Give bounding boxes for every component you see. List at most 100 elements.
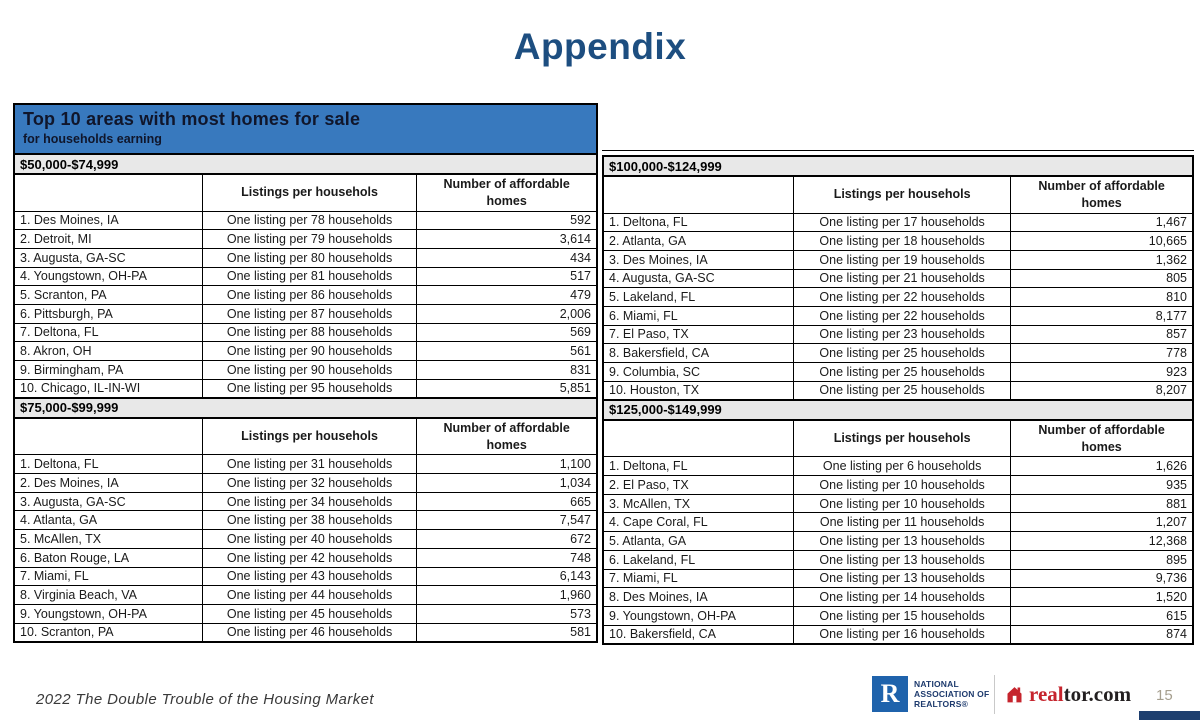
listings-cell: One listing per 90 households (201, 341, 418, 361)
area-cell: 9. Birmingham, PA (13, 360, 203, 380)
homes-cell: 5,851 (416, 378, 598, 399)
area-cell: 9. Columbia, SC (602, 362, 795, 382)
table-row: 4. Youngstown, OH-PA One listing per 81 h… (13, 266, 598, 287)
listings-cell: One listing per 13 households (793, 531, 1012, 551)
table-row: 3. Augusta, GA-SC One listing per 80 hous… (13, 247, 598, 268)
homes-cell: 434 (416, 247, 598, 268)
area-cell: 4. Augusta, GA-SC (602, 268, 795, 289)
area-cell: 9. Youngstown, OH-PA (13, 603, 203, 624)
homes-cell: 573 (416, 603, 598, 624)
homes-cell: 1,207 (1010, 512, 1194, 533)
table-group-header: Top 10 areas with most homes for sale fo… (13, 103, 598, 155)
homes-cell: 3,614 (416, 229, 598, 249)
listings-cell: One listing per 95 households (201, 378, 418, 399)
area-cell: 5. Scranton, PA (13, 285, 203, 305)
area-cell: 3. McAllen, TX (602, 493, 795, 514)
area-cell: 4. Youngstown, OH-PA (13, 266, 203, 287)
table-row: 10. Scranton, PA One listing per 46 house… (13, 622, 598, 643)
homes-column-header: Number of affordable homes (416, 173, 598, 212)
homes-cell: 12,368 (1010, 531, 1194, 551)
area-cell: 5. Lakeland, FL (602, 287, 795, 307)
table-row: 1. Des Moines, IA One listing per 78 hous… (13, 210, 598, 231)
listings-cell: One listing per 21 households (793, 268, 1012, 289)
listings-cell: One listing per 31 households (201, 454, 418, 475)
listings-cell: One listing per 23 households (793, 324, 1012, 345)
listings-cell: One listing per 22 households (793, 287, 1012, 307)
homes-cell: 561 (416, 341, 598, 361)
homes-cell: 935 (1010, 475, 1194, 495)
listings-cell: One listing per 15 households (793, 605, 1012, 626)
column-header-row: Listings per househols Number of affordab… (602, 419, 1194, 458)
area-cell: 10. Houston, TX (602, 380, 795, 401)
table-row: 3. Des Moines, IA One listing per 19 hous… (602, 249, 1194, 270)
listings-cell: One listing per 40 households (201, 529, 418, 549)
table-row: 4. Cape Coral, FL One listing per 11 hous… (602, 512, 1194, 533)
homes-cell: 923 (1010, 362, 1194, 382)
listings-cell: One listing per 18 households (793, 231, 1012, 251)
table-row: 1. Deltona, FL One listing per 31 househo… (13, 454, 598, 475)
listings-cell: One listing per 34 households (201, 491, 418, 512)
listings-column-header: Listings per househols (201, 417, 418, 456)
listings-column-header: Listings per househols (201, 173, 418, 212)
area-cell: 3. Des Moines, IA (602, 249, 795, 270)
listings-cell: One listing per 16 households (793, 624, 1012, 645)
homes-cell: 672 (416, 529, 598, 549)
footer-source-text: 2022 The Double Trouble of the Housing M… (36, 691, 374, 708)
homes-cell: 748 (416, 547, 598, 568)
realtor-com-logo: realtor.com (1004, 682, 1131, 707)
area-cell: 9. Youngstown, OH-PA (602, 605, 795, 626)
table-row: 4. Atlanta, GA One listing per 38 househo… (13, 510, 598, 531)
listings-cell: One listing per 11 households (793, 512, 1012, 533)
income-band-75k: $75,000-$99,999 (13, 396, 598, 417)
area-cell: 3. Augusta, GA-SC (13, 247, 203, 268)
column-header-row: Listings per househols Number of affordab… (13, 173, 598, 212)
table-row: 9. Youngstown, OH-PA One listing per 15 h… (602, 605, 1194, 626)
homes-cell: 6,143 (416, 566, 598, 587)
area-cell: 6. Lakeland, FL (602, 549, 795, 570)
table-row: 2. Des Moines, IA One listing per 32 hous… (13, 473, 598, 493)
table-100k-124k: Listings per househols Number of affordab… (602, 175, 1194, 401)
table-row: 3. Augusta, GA-SC One listing per 34 hous… (13, 491, 598, 512)
table-125k-149k: Listings per househols Number of affordab… (602, 418, 1194, 645)
homes-cell: 1,467 (1010, 212, 1194, 233)
listings-cell: One listing per 43 households (201, 566, 418, 587)
homes-cell: 9,736 (1010, 568, 1194, 589)
listings-cell: One listing per 90 households (201, 360, 418, 380)
nar-logo-line2: ASSOCIATION OF (914, 688, 990, 699)
area-cell: 10. Scranton, PA (13, 622, 203, 643)
homes-cell: 7,547 (416, 510, 598, 531)
homes-cell: 1,520 (1010, 587, 1194, 607)
listings-cell: One listing per 44 households (201, 585, 418, 605)
listings-cell: One listing per 42 households (201, 547, 418, 568)
homes-cell: 1,626 (1010, 456, 1194, 477)
area-cell: 2. Des Moines, IA (13, 473, 203, 493)
area-cell: 3. Augusta, GA-SC (13, 491, 203, 512)
homes-cell: 8,177 (1010, 305, 1194, 326)
homes-cell: 857 (1010, 324, 1194, 345)
page-number: 15 (1156, 687, 1173, 704)
table-row: 8. Virginia Beach, VA One listing per 44 … (13, 585, 598, 605)
listings-cell: One listing per 79 households (201, 229, 418, 249)
table-75k-99k: Listings per househols Number of affordab… (13, 416, 598, 643)
area-cell: 5. McAllen, TX (13, 529, 203, 549)
table-row: 7. El Paso, TX One listing per 23 househo… (602, 324, 1194, 345)
right-tables-panel: $100,000-$124,999 Listings per househols… (602, 150, 1194, 645)
table-row: 7. Miami, FL One listing per 13 household… (602, 568, 1194, 589)
area-cell: 5. Atlanta, GA (602, 531, 795, 551)
listings-column-header: Listings per househols (793, 175, 1012, 214)
homes-cell: 517 (416, 266, 598, 287)
area-cell: 1. Deltona, FL (602, 212, 795, 233)
table-row: 9. Columbia, SC One listing per 25 househ… (602, 362, 1194, 382)
listings-cell: One listing per 17 households (793, 212, 1012, 233)
income-band-100k: $100,000-$124,999 (602, 155, 1194, 175)
right-panel-top-border (602, 150, 1194, 155)
homes-column-header: Number of affordable homes (1010, 419, 1194, 458)
listings-cell: One listing per 88 households (201, 322, 418, 343)
listings-cell: One listing per 25 households (793, 343, 1012, 363)
listings-cell: One listing per 13 households (793, 549, 1012, 570)
homes-cell: 810 (1010, 287, 1194, 307)
table-50k-74k: Listings per househols Number of affordab… (13, 173, 598, 399)
area-cell: 6. Miami, FL (602, 305, 795, 326)
table-row: 6. Pittsburgh, PA One listing per 87 hous… (13, 303, 598, 324)
